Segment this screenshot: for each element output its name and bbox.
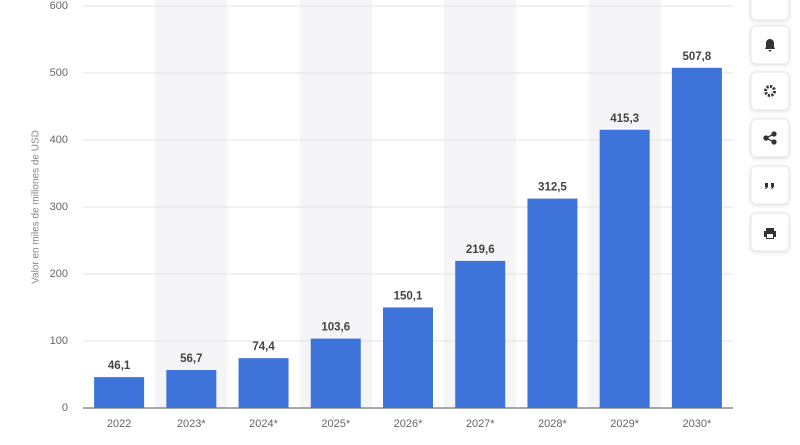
- y-tick-label: 400: [50, 134, 68, 146]
- x-tick-label: 2026*: [394, 418, 423, 430]
- x-tick-label: 2029*: [610, 418, 639, 430]
- y-tick-label: 300: [50, 201, 68, 213]
- x-tick-label: 2027*: [466, 418, 495, 430]
- bar: [599, 129, 650, 408]
- y-tick-label: 0: [62, 402, 68, 414]
- x-tick-label: 2030*: [683, 418, 712, 430]
- y-tick-label: 100: [50, 335, 68, 347]
- y-tick-label: 200: [50, 268, 68, 280]
- x-tick-label: 2028*: [538, 418, 567, 430]
- x-tick-label: 2024*: [249, 418, 278, 430]
- column-band: [155, 0, 228, 408]
- value-label: 219,6: [466, 244, 495, 256]
- value-label: 507,8: [682, 51, 711, 63]
- settings-button[interactable]: [750, 71, 790, 111]
- value-label: 103,6: [321, 322, 350, 334]
- quote-icon: [765, 183, 774, 189]
- bar: [527, 198, 578, 408]
- print-icon: [764, 228, 776, 239]
- value-label: 150,1: [394, 290, 423, 302]
- toolbar: [750, 0, 790, 252]
- cite-button[interactable]: [750, 165, 790, 205]
- share-button[interactable]: [750, 118, 790, 158]
- bar: [383, 307, 433, 408]
- value-label: 46,1: [108, 360, 131, 372]
- x-tick-label: 2023*: [177, 418, 206, 430]
- bar: [310, 338, 361, 408]
- share-icon: [763, 131, 777, 145]
- value-label: 56,7: [180, 353, 202, 365]
- bar: [671, 67, 722, 409]
- value-label: 74,4: [252, 341, 275, 353]
- bar: [238, 358, 289, 408]
- bookmark-button[interactable]: [750, 0, 790, 21]
- bar: [166, 370, 217, 408]
- y-tick-label: 600: [50, 0, 68, 12]
- bars: 2022 46,1 2023* 56,7 2024* 74,4 2025* 103,6 2026…: [94, 51, 722, 430]
- bar: [455, 260, 506, 408]
- bar: [94, 377, 145, 408]
- y-tick-label: 500: [50, 67, 68, 79]
- x-tick-label: 2022: [107, 418, 131, 430]
- x-tick-label: 2025*: [321, 418, 350, 430]
- bell-icon: [765, 39, 775, 52]
- value-label: 312,5: [538, 182, 567, 194]
- gear-icon: [764, 85, 776, 97]
- y-axis-label: Valor en miles de millones de USD: [31, 130, 42, 284]
- value-label: 415,3: [610, 113, 639, 125]
